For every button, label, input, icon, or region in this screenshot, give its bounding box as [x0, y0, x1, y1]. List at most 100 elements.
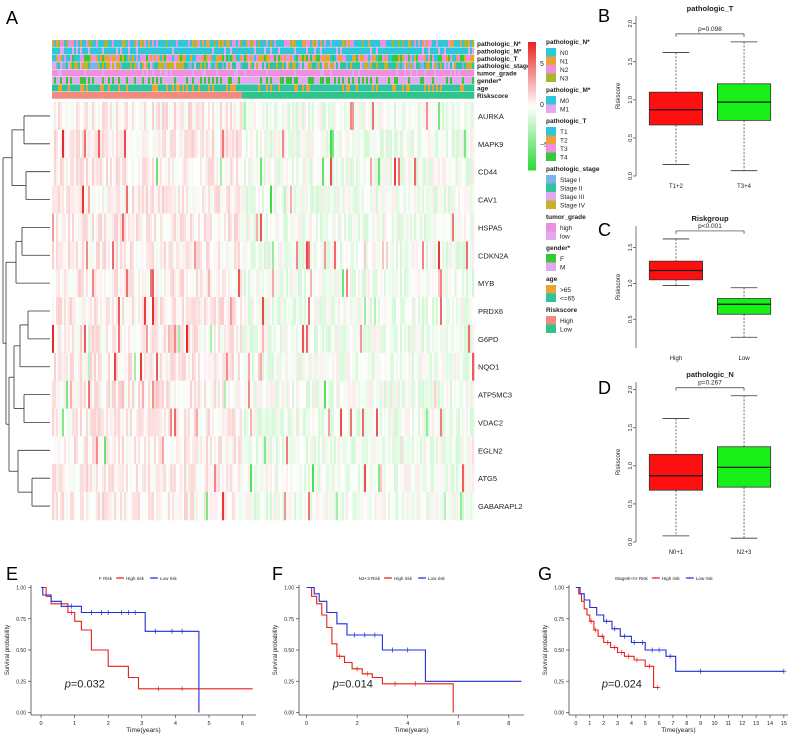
annotation-cell: [162, 40, 165, 47]
heatmap-cell: [360, 102, 363, 131]
heatmap-cell: [188, 269, 191, 298]
heatmap-cell: [230, 129, 233, 159]
annotation-cell: [242, 54, 245, 62]
heatmap-cell: [232, 297, 235, 326]
heatmap-cell: [280, 129, 283, 159]
annotation-cell: [328, 69, 331, 77]
annotation-cell: [96, 69, 99, 77]
heatmap-cell: [440, 213, 443, 242]
annotation-cell: [362, 47, 365, 55]
heatmap-cell: [452, 436, 455, 465]
heatmap-cell: [448, 241, 451, 270]
annotation-cell: [330, 84, 333, 92]
heatmap-cell: [288, 352, 291, 381]
annotation-cell: [140, 91, 143, 99]
heatmap-cell: [402, 352, 405, 381]
annotation-cell: [400, 69, 403, 77]
annotation-cell: [314, 62, 317, 70]
annotation-cell: [316, 54, 319, 62]
heatmap-cell: [292, 436, 295, 465]
heatmap-cell: [56, 492, 59, 521]
annotation-cell: [348, 47, 351, 55]
heatmap-cell: [434, 157, 437, 186]
annotation-cell: [436, 40, 439, 47]
heatmap-cell: [282, 157, 285, 186]
annotation-cell: [408, 84, 411, 92]
heatmap-cell: [64, 185, 67, 214]
annotation-cell: [102, 47, 105, 55]
heatmap-cell: [262, 324, 265, 354]
heatmap-cell: [446, 102, 449, 131]
annotation-cell: [316, 84, 319, 92]
annotation-cell: [288, 84, 291, 92]
annotation-cell: [382, 91, 385, 99]
annotation-cell: [154, 84, 157, 92]
heatmap-cell: [168, 157, 171, 186]
heatmap-cell: [82, 157, 85, 186]
heatmap-cell: [112, 436, 115, 465]
heatmap-cell: [280, 324, 283, 354]
heatmap-cell: [390, 324, 393, 354]
heatmap-cell: [402, 102, 405, 131]
heatmap-cell: [84, 380, 87, 409]
heatmap-cell: [436, 464, 439, 493]
annotation-cell: [86, 47, 89, 55]
annotation-cell: [104, 62, 107, 70]
annotation-cell: [102, 62, 105, 70]
heatmap-cell: [314, 464, 317, 493]
heatmap-cell: [162, 129, 165, 159]
heatmap-cell: [94, 492, 97, 521]
heatmap-cell: [224, 102, 227, 131]
heatmap-cell: [470, 129, 473, 159]
heatmap-cell: [290, 380, 293, 409]
legend-item-label: M1: [560, 107, 569, 114]
annotation-cell: [374, 62, 377, 70]
heatmap-cell: [214, 380, 217, 409]
heatmap-cell: [62, 102, 65, 131]
annotation-cell: [308, 84, 311, 92]
annotation-cell: [248, 54, 251, 62]
annotation-cell: [130, 69, 133, 77]
annotation-cell: [386, 40, 389, 47]
annotation-cell: [288, 91, 291, 99]
annotation-cell: [108, 47, 111, 55]
heatmap-cell: [380, 102, 383, 131]
annotation-cell: [270, 47, 273, 55]
heatmap-cell: [388, 464, 391, 493]
annotation-cell: [92, 40, 95, 47]
heatmap-cell: [430, 213, 433, 242]
annotation-cell: [240, 77, 243, 84]
annotation-cell: [328, 40, 331, 47]
heatmap-cell: [144, 492, 147, 521]
annotation-cell: [370, 40, 373, 47]
annotation-cell: [302, 40, 305, 47]
annotation-cell: [360, 91, 363, 99]
heatmap-cell: [332, 408, 335, 437]
heatmap-cell: [160, 297, 163, 326]
heatmap-cell: [420, 129, 423, 159]
heatmap-cell: [354, 157, 357, 186]
annotation-cell: [362, 84, 365, 92]
annotation-cell: [144, 84, 147, 92]
annotation-cell: [176, 69, 179, 77]
annotation-cell: [306, 84, 309, 92]
annotation-cell: [430, 54, 433, 62]
heatmap-cell: [438, 408, 441, 437]
heatmap-cell: [330, 269, 333, 298]
heatmap-cell: [364, 352, 367, 381]
annotation-cell: [88, 54, 91, 62]
heatmap-cell: [286, 157, 289, 186]
annotation-cell: [468, 91, 471, 99]
annotation-cell: [296, 91, 299, 99]
annotation-cell: [208, 62, 211, 70]
heatmap-cell: [118, 185, 121, 214]
heatmap-cell: [304, 408, 307, 437]
annotation-cell: [402, 54, 405, 62]
annotation-cell: [168, 47, 171, 55]
heatmap-cell: [264, 492, 267, 521]
heatmap-cell: [332, 213, 335, 242]
annotation-cell: [260, 47, 263, 55]
annotation-cell: [58, 54, 61, 62]
heatmap-cell: [352, 213, 355, 242]
heatmap-cell: [394, 185, 397, 214]
